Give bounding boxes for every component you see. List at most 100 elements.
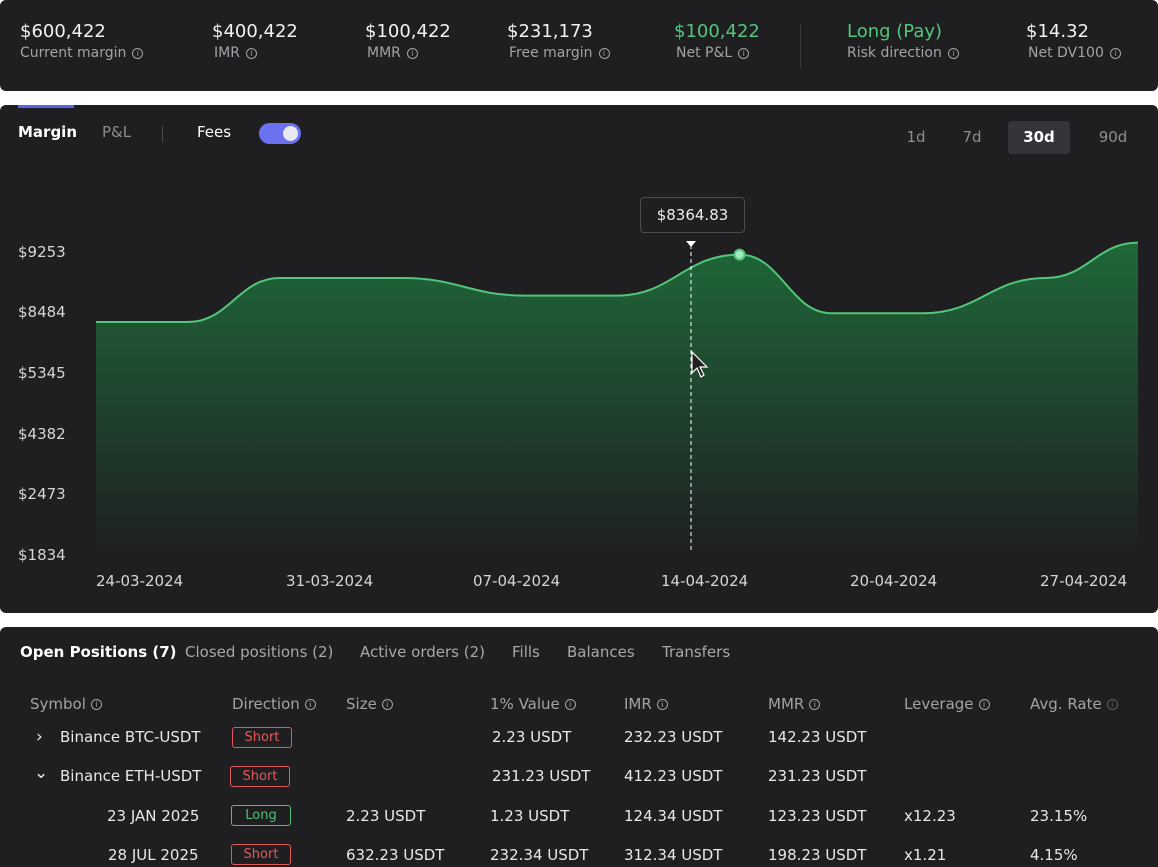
value-cell: 1.23 USDT bbox=[490, 807, 570, 825]
column-header-imr[interactable]: IMR i bbox=[624, 695, 668, 713]
x-tick-label: 14-04-2024 bbox=[661, 572, 749, 590]
expiry-cell: 23 JAN 2025 bbox=[107, 807, 200, 825]
tab-balances[interactable]: Balances bbox=[567, 643, 635, 661]
chevron-right-icon[interactable]: › bbox=[36, 727, 43, 747]
tab-fills[interactable]: Fills bbox=[512, 643, 540, 661]
direction-badge: Short bbox=[231, 844, 291, 865]
info-icon[interactable]: i bbox=[381, 698, 393, 710]
area-chart[interactable] bbox=[0, 105, 1158, 613]
margin-chart-panel: Margin P&L Fees 1d 7d 30d 90d $9253 $848… bbox=[0, 105, 1158, 613]
direction-badge: Short bbox=[230, 766, 290, 787]
direction-badge: Long bbox=[231, 805, 291, 826]
header-label: 1% Value bbox=[490, 695, 560, 713]
header-label: Direction bbox=[232, 695, 300, 713]
column-header-direction[interactable]: Direction i bbox=[232, 695, 316, 713]
stat-value: Long (Pay) bbox=[847, 21, 943, 42]
header-label: IMR bbox=[624, 695, 652, 713]
area-fill bbox=[96, 242, 1138, 552]
fees-label: Fees bbox=[197, 123, 232, 141]
tab-transfers[interactable]: Transfers bbox=[662, 643, 731, 661]
range-30d[interactable]: 30d bbox=[1008, 121, 1070, 154]
tab-pnl[interactable]: P&L bbox=[102, 123, 132, 141]
stat-label: MMR bbox=[367, 45, 401, 61]
value-tooltip: $8364.83 bbox=[640, 197, 745, 233]
info-icon[interactable]: i bbox=[132, 47, 144, 59]
size-cell: 2.23 USDT bbox=[346, 807, 426, 825]
info-icon[interactable]: i bbox=[598, 47, 610, 59]
stat-value: $231,173 bbox=[507, 21, 593, 42]
tab-active-orders[interactable]: Active orders (2) bbox=[360, 643, 485, 661]
info-icon[interactable]: i bbox=[738, 47, 750, 59]
expiry-cell: 28 JUL 2025 bbox=[108, 846, 199, 864]
info-icon[interactable]: i bbox=[809, 698, 821, 710]
active-tab-indicator bbox=[18, 105, 74, 108]
highlight-point[interactable] bbox=[733, 248, 746, 261]
column-header-leverage[interactable]: Leverage i bbox=[904, 695, 990, 713]
chevron-down-icon[interactable]: ⌄ bbox=[34, 763, 49, 783]
column-header-avg-rate[interactable]: Avg. Rate i bbox=[1030, 695, 1118, 713]
column-header-mmr[interactable]: MMR i bbox=[768, 695, 821, 713]
info-icon[interactable]: i bbox=[90, 698, 102, 710]
info-icon[interactable]: i bbox=[947, 47, 959, 59]
tab-closed-positions[interactable]: Closed positions (2) bbox=[185, 643, 334, 661]
divider bbox=[162, 126, 163, 142]
symbol-cell: Binance ETH-USDT bbox=[60, 767, 202, 785]
column-header-size[interactable]: Size i bbox=[346, 695, 393, 713]
imr-cell: 412.23 USDT bbox=[624, 767, 723, 785]
x-tick-label: 07-04-2024 bbox=[473, 572, 561, 590]
stat-net-pnl: $100,422 Net P&L i bbox=[674, 21, 760, 61]
stat-net-dv100: $14.32 Net DV100 i bbox=[1026, 21, 1121, 61]
tab-open-positions[interactable]: Open Positions (7) bbox=[20, 643, 177, 661]
y-tick-label: $1834 bbox=[18, 546, 66, 564]
cursor-icon bbox=[691, 350, 709, 378]
leverage-cell: x12.23 bbox=[904, 807, 956, 825]
stat-value: $400,422 bbox=[212, 21, 298, 42]
y-tick-label: $2473 bbox=[18, 485, 66, 503]
range-7d[interactable]: 7d bbox=[962, 128, 982, 146]
leverage-cell: x1.21 bbox=[904, 846, 947, 864]
stat-risk-direction: Long (Pay) Risk direction i bbox=[847, 21, 959, 61]
series-line bbox=[95, 241, 1139, 324]
x-tick-label: 24-03-2024 bbox=[96, 572, 184, 590]
imr-cell: 124.34 USDT bbox=[624, 807, 723, 825]
y-tick-label: $9253 bbox=[18, 243, 66, 261]
header-label: MMR bbox=[768, 695, 805, 713]
info-icon[interactable]: i bbox=[656, 698, 668, 710]
direction-badge: Short bbox=[232, 727, 292, 748]
tooltip-pointer-icon bbox=[686, 241, 696, 247]
column-header-symbol[interactable]: Symbol i bbox=[30, 695, 102, 713]
header-label: Symbol bbox=[30, 695, 86, 713]
info-icon[interactable]: i bbox=[564, 698, 576, 710]
value-cell: 231.23 USDT bbox=[492, 767, 591, 785]
x-tick-label: 27-04-2024 bbox=[1040, 572, 1128, 590]
stat-label: IMR bbox=[214, 45, 240, 61]
header-label: Size bbox=[346, 695, 377, 713]
imr-cell: 312.34 USDT bbox=[624, 846, 723, 864]
range-90d[interactable]: 90d bbox=[1098, 128, 1128, 146]
fees-toggle[interactable] bbox=[259, 123, 301, 144]
stat-free-margin: $231,173 Free margin i bbox=[507, 21, 610, 61]
mmr-cell: 198.23 USDT bbox=[768, 846, 867, 864]
avg-rate-cell: 23.15% bbox=[1030, 807, 1088, 825]
info-icon[interactable]: i bbox=[304, 698, 316, 710]
y-tick-label: $4382 bbox=[18, 425, 66, 443]
x-tick-label: 20-04-2024 bbox=[850, 572, 938, 590]
column-header-value[interactable]: 1% Value i bbox=[490, 695, 576, 713]
info-icon[interactable]: i bbox=[1109, 47, 1121, 59]
range-1d[interactable]: 1d bbox=[906, 128, 926, 146]
stat-label: Free margin bbox=[509, 45, 593, 61]
stat-value: $100,422 bbox=[365, 21, 451, 42]
info-icon[interactable]: i bbox=[245, 47, 257, 59]
info-icon[interactable]: i bbox=[978, 698, 990, 710]
stat-mmr: $100,422 MMR i bbox=[365, 21, 451, 61]
mmr-cell: 231.23 USDT bbox=[768, 767, 867, 785]
account-summary-bar: $600,422 Current margin i $400,422 IMR i $… bbox=[0, 0, 1158, 91]
tab-margin[interactable]: Margin bbox=[18, 123, 78, 141]
mmr-cell: 123.23 USDT bbox=[768, 807, 867, 825]
info-icon[interactable]: i bbox=[1106, 698, 1118, 710]
size-cell: 632.23 USDT bbox=[346, 846, 445, 864]
stat-imr: $400,422 IMR i bbox=[212, 21, 298, 61]
info-icon[interactable]: i bbox=[406, 47, 418, 59]
stat-label: Net P&L bbox=[676, 45, 733, 61]
positions-panel: Open Positions (7) Closed positions (2) … bbox=[0, 627, 1158, 867]
